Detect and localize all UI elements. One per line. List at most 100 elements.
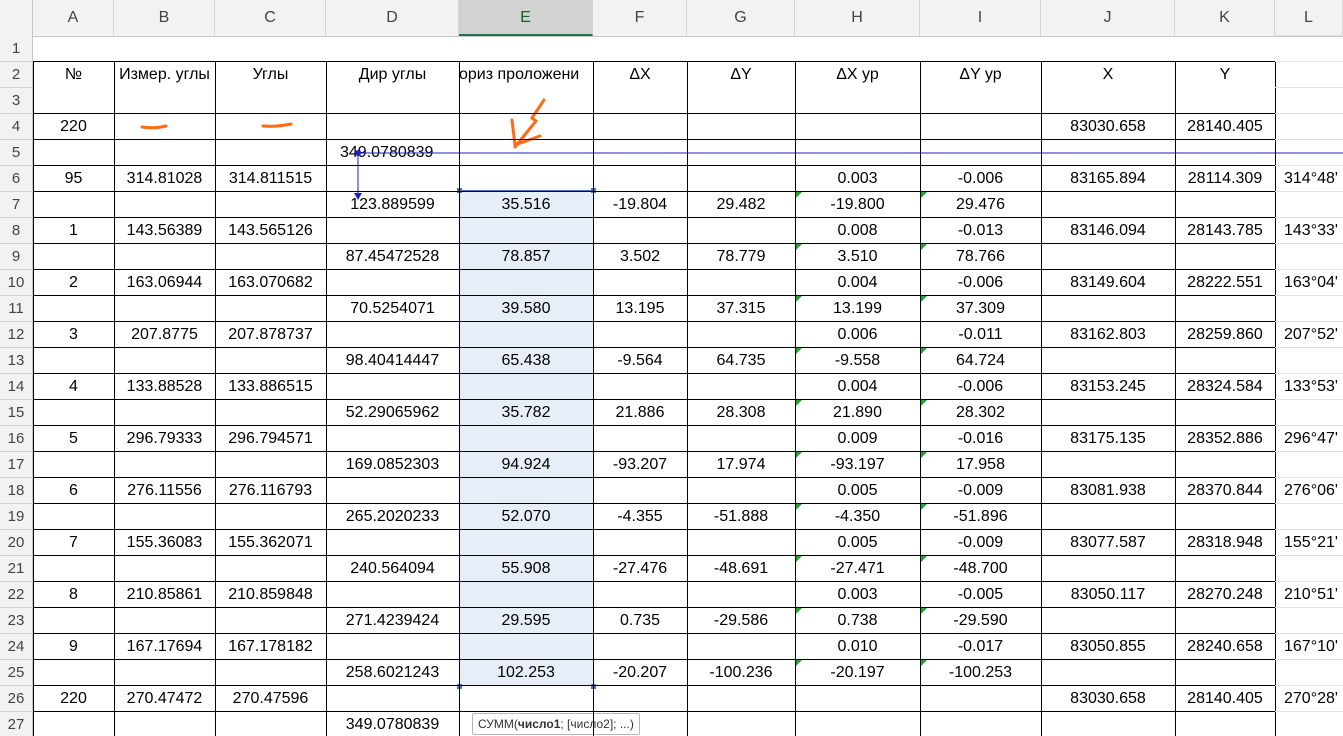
error-indicator-i7[interactable] [921,192,927,198]
cell-e19[interactable]: 52.070 [501,508,551,525]
error-indicator-h11[interactable] [796,296,802,302]
cell-b18[interactable]: 276.11556 [127,482,202,499]
cell-h6[interactable]: 0.003 [837,170,878,187]
cell-c8[interactable]: 143.565126 [228,222,313,239]
cell-d9[interactable]: 87.45472528 [345,248,440,265]
cell-c6[interactable]: 314.811515 [228,170,313,187]
cell-i10[interactable]: -0.006 [957,274,1004,291]
cell-f9[interactable]: 3.502 [619,248,661,265]
cell-l6[interactable]: 314°48' [1284,170,1338,187]
cell-i18[interactable]: -0.009 [957,482,1004,499]
cell-k14[interactable]: 28324.584 [1187,378,1263,395]
row-header-10[interactable]: 10 [0,270,33,296]
cell-h11[interactable]: 13.199 [833,300,882,317]
cell-i11[interactable]: 37.309 [956,300,1005,317]
cell-a4[interactable]: 220 [60,118,87,135]
error-indicator-h25[interactable] [796,660,802,666]
cell-k16[interactable]: 28352.886 [1187,430,1263,447]
cell-a12[interactable]: 3 [69,326,78,343]
row-header-27[interactable]: 27 [0,712,33,736]
cell-f11[interactable]: 13.195 [615,300,665,317]
cell-c10[interactable]: 163.070682 [228,274,313,291]
cell-e2[interactable]: ориз проложени [459,66,580,83]
cell-b14[interactable]: 133.88528 [126,378,203,395]
error-indicator-i19[interactable] [921,504,927,510]
cell-e21[interactable]: 55.908 [501,560,551,577]
row-header-4[interactable]: 4 [0,114,33,140]
cell-c12[interactable]: 207.878737 [228,326,313,343]
cell-h23[interactable]: 0.738 [837,612,878,629]
cell-f15[interactable]: 21.886 [615,404,665,421]
cell-k20[interactable]: 28318.948 [1187,534,1263,551]
error-indicator-h13[interactable] [796,348,802,354]
cell-j16[interactable]: 83175.135 [1070,430,1146,447]
cell-j8[interactable]: 83146.094 [1070,222,1146,239]
cell-f2[interactable]: ΔX [629,66,651,83]
row-header-8[interactable]: 8 [0,218,33,244]
cell-l12[interactable]: 207°52' [1284,326,1338,343]
row-header-22[interactable]: 22 [0,582,33,608]
error-indicator-i25[interactable] [921,660,927,666]
cell-i23[interactable]: -29.590 [953,612,1008,629]
cell-h2[interactable]: ΔX ур [836,66,879,83]
row-header-6[interactable]: 6 [0,166,33,192]
cell-i15[interactable]: 28.302 [956,404,1005,421]
cell-g25[interactable]: -100.236 [709,664,773,681]
column-header-f[interactable]: F [593,0,687,36]
cell-c18[interactable]: 276.116793 [228,482,313,499]
error-indicator-h21[interactable] [796,556,802,562]
cell-b22[interactable]: 210.85861 [126,586,203,603]
row-header-26[interactable]: 26 [0,686,33,712]
row-header-20[interactable]: 20 [0,530,33,556]
cell-h25[interactable]: -20.197 [830,664,885,681]
row-header-2[interactable]: 2 [0,62,33,88]
cell-l24[interactable]: 167°10' [1284,638,1338,655]
cell-a10[interactable]: 2 [69,274,78,291]
cell-c24[interactable]: 167.178182 [228,638,313,655]
cell-g2[interactable]: ΔY [730,66,752,83]
cell-j20[interactable]: 83077.587 [1070,534,1146,551]
cell-j18[interactable]: 83081.938 [1070,482,1146,499]
column-header-c[interactable]: C [215,0,326,36]
cell-k12[interactable]: 28259.860 [1187,326,1263,343]
cell-f23[interactable]: 0.735 [619,612,661,629]
row-header-12[interactable]: 12 [0,322,33,348]
cell-k4[interactable]: 28140.405 [1187,118,1263,135]
cell-d17[interactable]: 169.0852303 [345,456,440,473]
cell-j2[interactable]: X [1102,66,1114,83]
row-header-3[interactable]: 3 [0,88,33,114]
cell-j22[interactable]: 83050.117 [1070,586,1146,603]
cell-h15[interactable]: 21.890 [833,404,882,421]
cell-i22[interactable]: -0.005 [957,586,1004,603]
cell-l14[interactable]: 133°53' [1284,378,1338,395]
cell-e17[interactable]: 94.924 [501,456,551,473]
cell-l8[interactable]: 143°33' [1284,222,1338,239]
cell-b2[interactable]: Измер. углы [119,66,210,83]
cell-b6[interactable]: 314.81028 [126,170,203,187]
error-indicator-i23[interactable] [921,608,927,614]
cell-f25[interactable]: -20.207 [612,664,668,681]
column-header-a[interactable]: A [33,0,114,36]
row-header-7[interactable]: 7 [0,192,33,218]
cell-l10[interactable]: 163°04' [1284,274,1338,291]
cell-e23[interactable]: 29.595 [501,612,551,629]
tooltip-arg1[interactable]: число1 [517,717,561,731]
row-header-21[interactable]: 21 [0,556,33,582]
cell-d13[interactable]: 98.40414447 [345,352,440,369]
cell-i21[interactable]: -48.700 [953,560,1008,577]
cell-i17[interactable]: 17.958 [956,456,1005,473]
cell-d11[interactable]: 70.5254071 [350,300,435,317]
error-indicator-h17[interactable] [796,452,802,458]
cell-b8[interactable]: 143.56389 [126,222,203,239]
cell-i14[interactable]: -0.006 [957,378,1004,395]
cell-a18[interactable]: 6 [69,482,78,499]
cell-f21[interactable]: -27.476 [612,560,668,577]
error-indicator-h19[interactable] [796,504,802,510]
cell-a22[interactable]: 8 [69,586,78,603]
row-header-11[interactable]: 11 [0,296,33,322]
cell-l16[interactable]: 296°47' [1284,430,1338,447]
cell-d19[interactable]: 265.2020233 [345,508,440,525]
cell-f7[interactable]: -19.804 [612,196,668,213]
cell-e7[interactable]: 35.516 [501,196,551,213]
error-indicator-i15[interactable] [921,400,927,406]
